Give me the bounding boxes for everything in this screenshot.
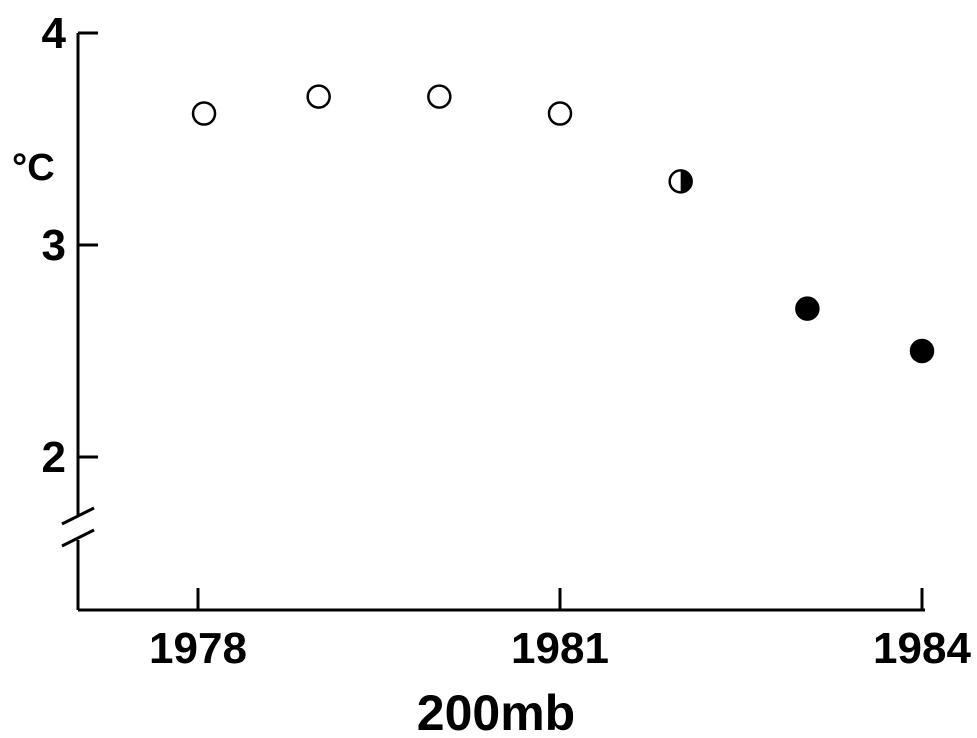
x-tick-label: 1984 [873, 624, 971, 673]
data-point-filled [909, 338, 935, 364]
data-point-open [306, 84, 331, 109]
x-tick-label: 1978 [149, 624, 247, 673]
y-tick-label: 2 [42, 433, 66, 482]
x-ticks: 1978 1981 1984 [149, 588, 971, 673]
chart-title: 200mb [417, 685, 575, 738]
x-tick-label: 1981 [511, 624, 609, 673]
y-ticks: 2 3 4 [42, 9, 98, 482]
axes [61, 33, 925, 612]
y-axis-unit-label: °C [12, 147, 55, 189]
data-point-filled [795, 296, 820, 321]
y-tick-label: 3 [42, 221, 66, 270]
data-point-open [547, 101, 573, 126]
axis-break-icon [61, 506, 95, 548]
data-point-open [427, 84, 452, 109]
data-points [191, 84, 935, 364]
y-tick-label: 4 [42, 9, 67, 58]
data-point-open [191, 101, 217, 126]
data-point-half-filled [668, 169, 693, 194]
